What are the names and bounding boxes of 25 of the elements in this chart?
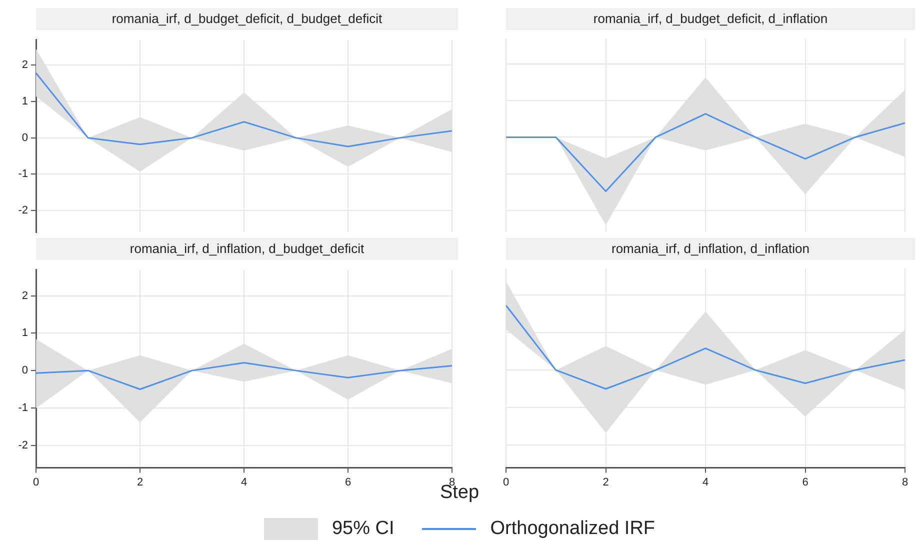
chart-title: romania_irf, d_inflation, d_inflation <box>506 238 915 260</box>
y-tick-label: -2 <box>18 439 28 452</box>
chart-title: romania_irf, d_budget_deficit, d_budget_deficit <box>36 8 458 30</box>
y-tick-label: 0 <box>22 132 28 144</box>
y-tick-label: 2 <box>22 59 28 72</box>
legend-label: Orthogonalized IRF <box>490 518 656 540</box>
y-tick-label: -1 <box>18 402 28 414</box>
text: 95% CI <box>332 518 394 540</box>
x-tick-label: 6 <box>802 476 808 488</box>
x-tick-label: 6 <box>344 476 352 488</box>
y-tick-label: 1 <box>22 327 28 340</box>
x-tick-label: 2 <box>136 476 144 488</box>
x-tick-label: 0 <box>502 476 510 488</box>
y-tick-label: 0 <box>22 364 28 377</box>
x-tick-label: 0 <box>32 476 40 488</box>
x-tick-label: 8 <box>902 476 908 488</box>
y-tick-label: -1 <box>18 168 28 180</box>
x-tick-label: 2 <box>602 476 609 488</box>
chart-title: romania_irf, d_budget_deficit, d_inflation <box>506 8 915 30</box>
x-tick-label: 4 <box>240 476 248 488</box>
y-tick-label: 2 <box>22 290 28 302</box>
y-tick-label: 1 <box>22 95 28 108</box>
x-tick-label: 4 <box>702 476 709 488</box>
chart-title: romania_irf, d_inflation, d_budget_deficit <box>36 238 458 260</box>
y-tick-label: -2 <box>18 204 28 217</box>
